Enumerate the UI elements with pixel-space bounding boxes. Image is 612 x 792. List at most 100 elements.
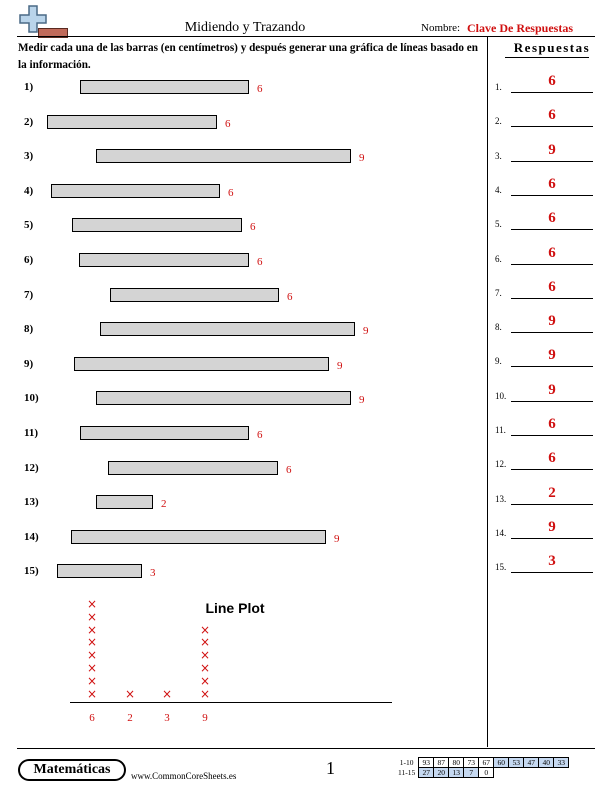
- line-plot-x-mark: ×: [162, 687, 173, 701]
- score-cell: 47: [523, 757, 540, 768]
- score-cell: 80: [448, 757, 465, 768]
- question-number: 1): [24, 81, 34, 93]
- answer-line: [511, 263, 593, 265]
- question-number: 7): [24, 288, 34, 301]
- answer-value: 6: [548, 107, 556, 124]
- line-plot-x-mark: ×: [200, 674, 211, 689]
- answer-number: 4.: [495, 184, 502, 195]
- bar-measurement: 9: [363, 325, 369, 338]
- measure-bar: [79, 253, 249, 267]
- answer-value: 6: [548, 175, 556, 192]
- answer-value: 9: [548, 518, 556, 535]
- line-plot-category-label: 6: [89, 712, 95, 724]
- answer-column-divider: [487, 36, 488, 747]
- answer-value: 2: [548, 484, 556, 501]
- answer-number: 13.: [495, 493, 507, 504]
- answers-heading: Respuestas: [513, 40, 591, 55]
- measure-bar: [80, 80, 249, 94]
- line-plot-category-label: 9: [202, 712, 208, 724]
- measure-bar: [96, 495, 153, 510]
- measure-bar: [74, 356, 329, 371]
- question-number: 10): [24, 392, 39, 405]
- answer-line: [511, 537, 593, 539]
- answer-line: [511, 503, 593, 505]
- line-plot-x-mark: ×: [87, 661, 98, 676]
- measure-bar: [100, 322, 355, 337]
- measure-bar: [108, 460, 278, 475]
- answer-number: 14.: [495, 527, 507, 538]
- score-cell: 53: [508, 757, 525, 768]
- line-plot-category-label: 3: [164, 712, 170, 724]
- answer-line: [511, 435, 593, 436]
- answer-number: 15.: [495, 562, 507, 573]
- line-plot-x-mark: ×: [87, 674, 98, 689]
- question-number: 13): [24, 496, 39, 509]
- bar-measurement: 6: [257, 83, 263, 95]
- answer-number: 11.: [495, 425, 506, 435]
- score-row-label: 1-10: [399, 758, 414, 767]
- line-plot-x-mark: ×: [87, 687, 98, 701]
- bar-measurement: 3: [150, 567, 156, 580]
- score-cell: 20: [433, 767, 450, 778]
- score-cell: 7: [463, 767, 480, 778]
- score-cell: 67: [478, 757, 495, 768]
- line-plot-x-mark: ×: [200, 661, 211, 676]
- question-number: 6): [24, 254, 34, 266]
- question-number: 9): [24, 357, 34, 370]
- instructions: Medir cada una de las barras (en centíme…: [18, 42, 478, 71]
- answer-line: [511, 572, 593, 574]
- measure-bar: [57, 564, 142, 579]
- answer-number: 1.: [495, 82, 502, 92]
- brand-label: Matemáticas: [20, 761, 124, 779]
- answer-value: 6: [548, 416, 556, 432]
- line-plot-title: Line Plot: [205, 600, 265, 616]
- bar-measurement: 6: [286, 463, 292, 476]
- score-cell: 93: [418, 757, 435, 768]
- score-cell: 60: [493, 757, 510, 768]
- answer-number: 8.: [495, 322, 502, 333]
- question-number: 2): [24, 115, 34, 128]
- answer-value: 3: [548, 553, 556, 570]
- bar-measurement: 9: [359, 152, 365, 165]
- answers-heading-rule: [505, 57, 589, 58]
- score-cell: 33: [553, 757, 570, 768]
- answer-line: [511, 126, 593, 128]
- bar-measurement: 9: [337, 359, 343, 372]
- eraser-icon: [38, 28, 68, 38]
- answer-line: [511, 297, 593, 299]
- measure-bar: [72, 218, 242, 233]
- answer-line: [511, 160, 593, 162]
- line-plot-x-mark: ×: [87, 622, 98, 637]
- score-row-label: 11-15: [398, 768, 416, 777]
- question-number: 14): [24, 530, 39, 543]
- bar-measurement: 6: [250, 221, 256, 234]
- answer-line: [511, 332, 593, 334]
- line-plot-axis: [70, 702, 392, 703]
- answer-line: [511, 229, 593, 231]
- bar-measurement: 2: [161, 498, 167, 511]
- line-plot-x-mark: ×: [87, 596, 98, 611]
- line-plot-category-label: 2: [127, 712, 133, 724]
- line-plot-x-mark: ×: [200, 622, 211, 637]
- answer-value: 6: [548, 210, 556, 227]
- answer-number: 2.: [495, 116, 502, 127]
- score-cell: 0: [478, 767, 495, 778]
- answer-number: 6.: [495, 253, 502, 264]
- plus-logo-icon: [18, 4, 48, 34]
- bar-measurement: 6: [225, 117, 231, 130]
- line-plot-x-mark: ×: [200, 687, 211, 701]
- measure-bar: [80, 426, 249, 440]
- score-cell: 13: [448, 767, 465, 778]
- answer-value: 9: [548, 347, 556, 364]
- answer-number: 3.: [495, 150, 502, 161]
- measure-bar: [110, 287, 279, 302]
- question-number: 15): [24, 565, 39, 578]
- answer-line: [511, 469, 593, 471]
- answer-number: 7.: [495, 287, 502, 298]
- measure-bar: [71, 529, 326, 544]
- line-plot-x-mark: ×: [87, 635, 98, 650]
- line-plot-x-mark: ×: [87, 609, 98, 624]
- answer-number: 5.: [495, 219, 502, 230]
- question-number: 11): [24, 427, 39, 439]
- footer-rule: [17, 748, 595, 749]
